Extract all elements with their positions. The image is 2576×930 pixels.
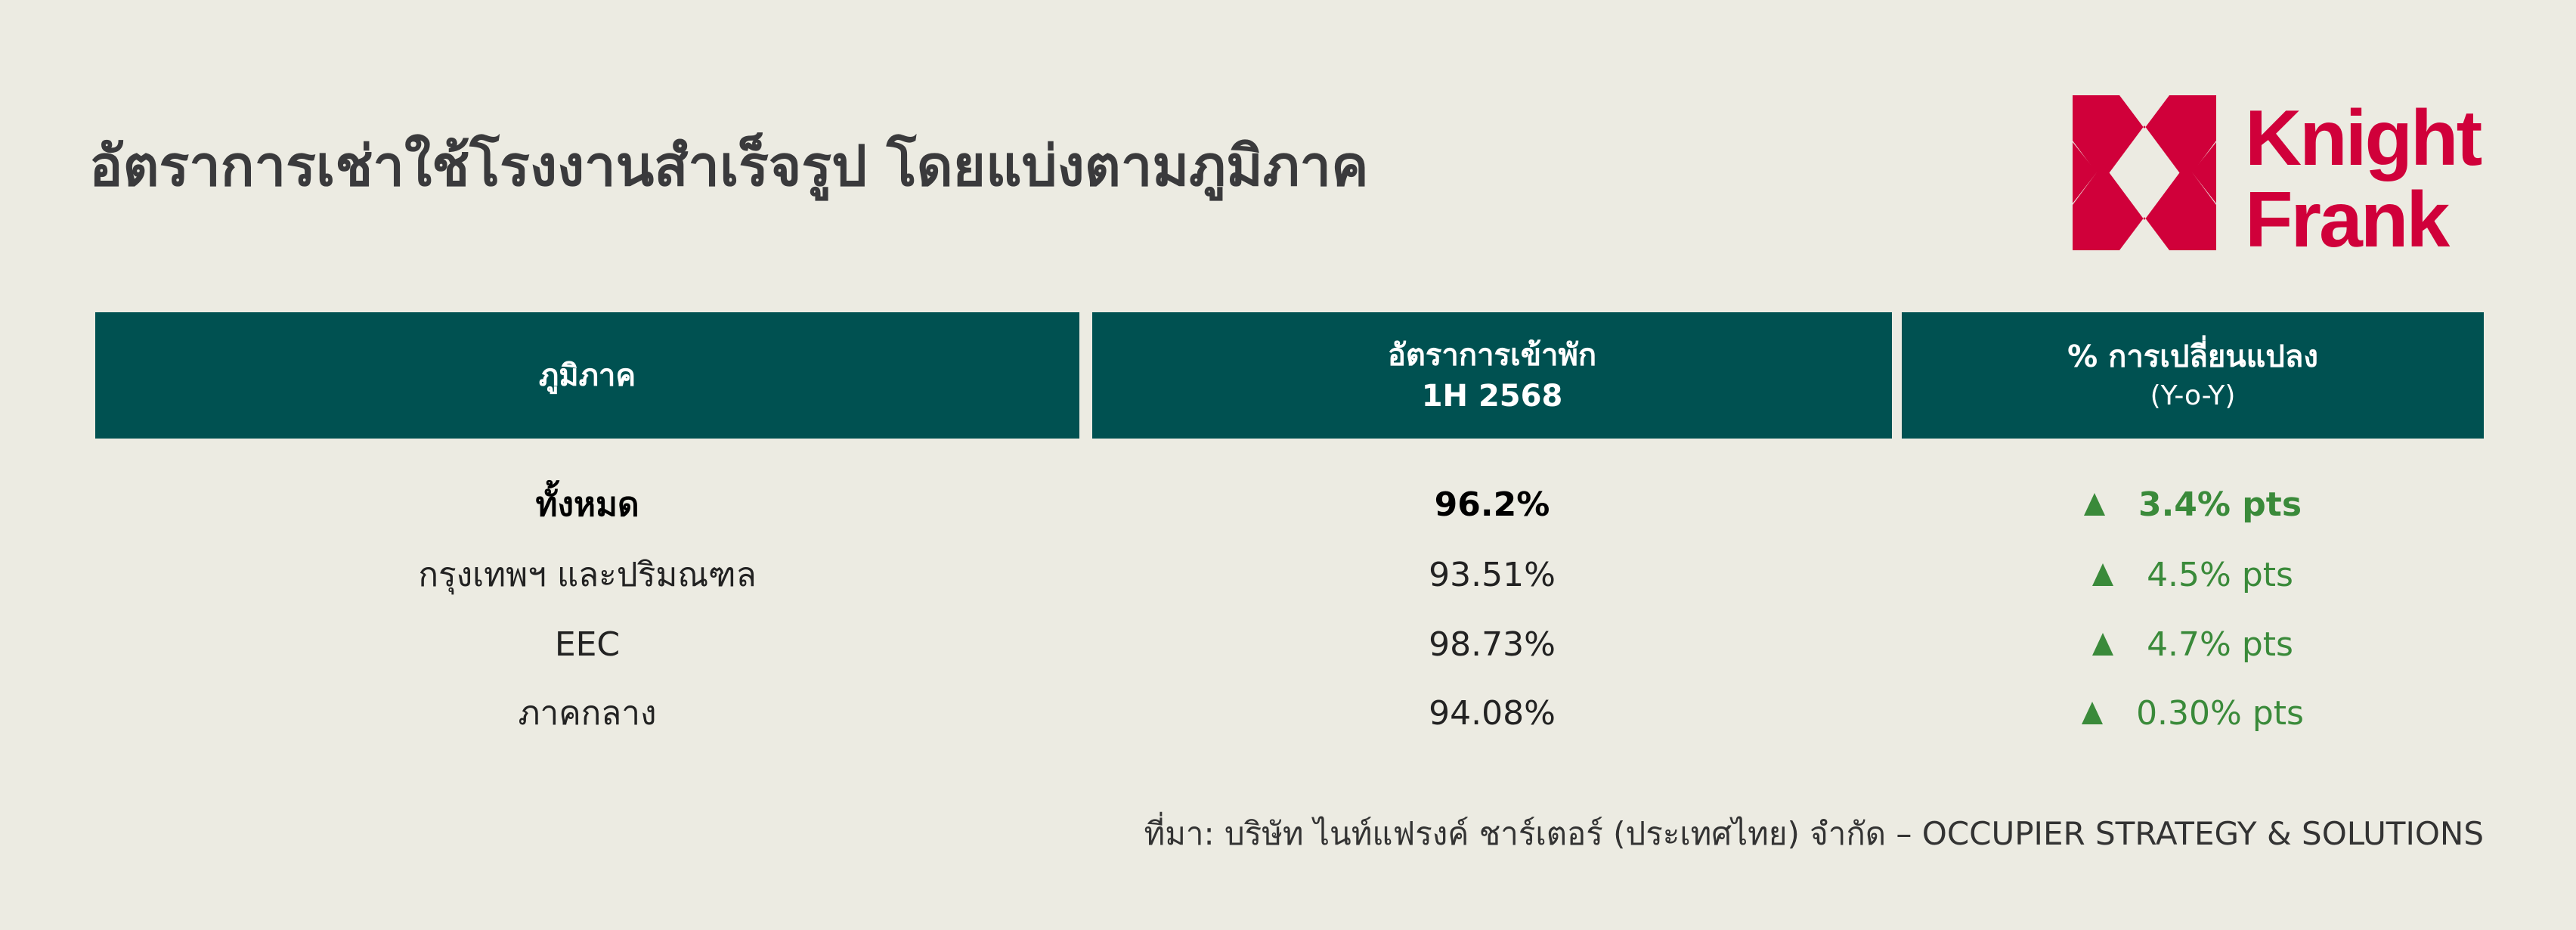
page-title: อัตราการเช่าใช้โรงงานสำเร็จรูป โดยแบ่งตา… [89,134,1369,199]
table-row: กรุงเทพฯ และปริมณฑล 93.51% 4.5% pts [0,544,2576,605]
svg-text:Frank: Frank [2245,176,2450,250]
header-occupancy-label: อัตราการเข้าพัก [1387,337,1597,373]
occupancy-cell: 96.2% [1434,485,1550,524]
header-change: % การเปลี่ยนแปลง (Y-o-Y) [1902,312,2484,439]
region-cell: EEC [554,625,621,664]
source-note: ที่มา: บริษัท ไนท์แฟรงค์ ชาร์เตอร์ (ประเ… [1144,815,2484,852]
up-arrow-icon [2082,702,2104,724]
change-cell: 4.7% pts [1902,614,2484,674]
table-row: EEC 98.73% 4.7% pts [0,614,2576,674]
header-region-label: ภูมิภาค [538,358,636,393]
table-row: ภาคกลาง 94.08% 0.30% pts [0,683,2576,743]
change-value: 0.30% pts [2136,693,2304,733]
occupancy-cell: 94.08% [1429,693,1556,733]
occupancy-cell: 98.73% [1429,625,1556,664]
table-row: ทั้งหมด 96.2% 3.4% pts [0,474,2576,535]
up-arrow-icon [2092,633,2114,656]
region-cell: กรุงเทพฯ และปริมณฑล [418,556,757,594]
header-change-sub: (Y-o-Y) [2150,380,2236,411]
region-cell: ทั้งหมด [535,485,639,524]
header-occupancy: อัตราการเข้าพัก 1H 2568 [1092,312,1892,439]
change-cell: 0.30% pts [1902,683,2484,743]
svg-text:Knight: Knight [2245,95,2482,182]
up-arrow-icon [2092,563,2114,586]
header-occupancy-period: 1H 2568 [1421,378,1563,414]
region-cell: ภาคกลาง [518,694,657,733]
up-arrow-icon [2083,493,2105,516]
change-value: 3.4% pts [2138,485,2302,524]
header-region: ภูมิภาค [95,312,1079,439]
change-value: 4.7% pts [2147,625,2293,664]
change-cell: 3.4% pts [1902,474,2484,535]
header-change-label: % การเปลี่ยนแปลง [2067,339,2318,374]
occupancy-cell: 93.51% [1429,555,1556,594]
knight-frank-logo: Knight Frank [2073,95,2485,250]
change-value: 4.5% pts [2147,555,2293,594]
change-cell: 4.5% pts [1902,544,2484,605]
